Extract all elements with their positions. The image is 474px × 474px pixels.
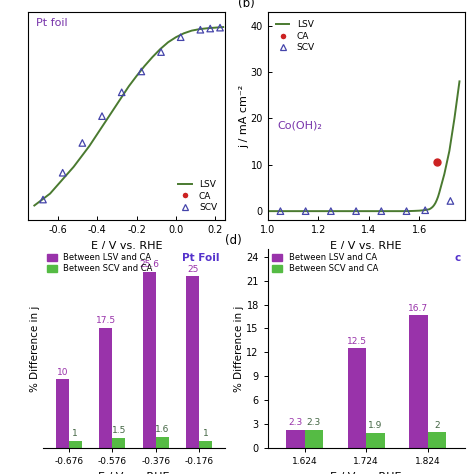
Bar: [286, 429, 305, 448]
Point: [421, 206, 429, 214]
Point: [197, 26, 204, 34]
Point: [302, 207, 310, 215]
Text: 2: 2: [434, 420, 440, 429]
Point: [472, 159, 474, 166]
Point: [433, 159, 440, 166]
Legend: Between LSV and CA, Between SCV and CA: Between LSV and CA, Between SCV and CA: [47, 253, 153, 273]
Text: Pt Foil: Pt Foil: [182, 253, 219, 263]
Text: 25: 25: [187, 264, 198, 273]
Point: [216, 24, 224, 31]
Bar: [305, 429, 323, 448]
Bar: [348, 348, 366, 448]
Point: [277, 207, 284, 215]
X-axis label: E / V vs. RHE: E / V vs. RHE: [330, 472, 402, 474]
Y-axis label: % Difference in j: % Difference in j: [234, 305, 244, 392]
Legend: LSV, CA, SCV: LSV, CA, SCV: [273, 17, 319, 56]
Text: c: c: [455, 253, 461, 263]
Bar: [366, 433, 384, 448]
Text: 1: 1: [73, 429, 78, 438]
Bar: [143, 272, 155, 448]
Point: [352, 207, 360, 215]
Bar: [186, 276, 199, 448]
Text: Co(OH)₂: Co(OH)₂: [278, 120, 322, 130]
Text: 12.5: 12.5: [347, 337, 367, 346]
Y-axis label: % Difference in j: % Difference in j: [30, 305, 40, 392]
Text: 2.3: 2.3: [307, 418, 321, 427]
Bar: [428, 432, 446, 448]
Text: 10: 10: [56, 367, 68, 376]
Text: 25.6: 25.6: [139, 260, 159, 269]
Point: [59, 169, 66, 176]
Point: [79, 139, 86, 147]
Bar: [409, 315, 428, 448]
X-axis label: E / V vs. RHE: E / V vs. RHE: [98, 472, 170, 474]
Text: 1.9: 1.9: [368, 421, 383, 430]
Bar: [199, 441, 212, 448]
Point: [377, 207, 385, 215]
Text: 1.6: 1.6: [155, 425, 169, 434]
Point: [157, 48, 165, 56]
Text: 1.5: 1.5: [111, 426, 126, 435]
Bar: [155, 437, 169, 448]
Legend: Between LSV and CA, Between SCV and CA: Between LSV and CA, Between SCV and CA: [272, 253, 378, 273]
Bar: [99, 328, 112, 448]
Point: [206, 25, 214, 32]
Text: Pt foil: Pt foil: [36, 18, 68, 28]
Bar: [69, 441, 82, 448]
Text: 2.3: 2.3: [288, 418, 302, 427]
Point: [403, 207, 410, 215]
Bar: [55, 379, 69, 448]
Point: [177, 33, 184, 41]
Text: (d): (d): [225, 234, 241, 247]
Text: 17.5: 17.5: [96, 316, 116, 325]
Point: [137, 68, 145, 75]
Point: [39, 196, 47, 203]
Point: [118, 89, 126, 96]
Point: [447, 197, 454, 205]
Text: 1: 1: [203, 429, 209, 438]
Y-axis label: j / mA cm⁻²: j / mA cm⁻²: [239, 84, 249, 148]
Text: (b): (b): [238, 0, 255, 10]
X-axis label: E / V vs. RHE: E / V vs. RHE: [91, 241, 163, 251]
Bar: [112, 438, 125, 448]
Point: [327, 207, 335, 215]
Text: 16.7: 16.7: [409, 303, 428, 312]
Legend: LSV, CA, SCV: LSV, CA, SCV: [174, 176, 220, 216]
X-axis label: E / V vs. RHE: E / V vs. RHE: [330, 241, 402, 251]
Point: [98, 112, 106, 120]
